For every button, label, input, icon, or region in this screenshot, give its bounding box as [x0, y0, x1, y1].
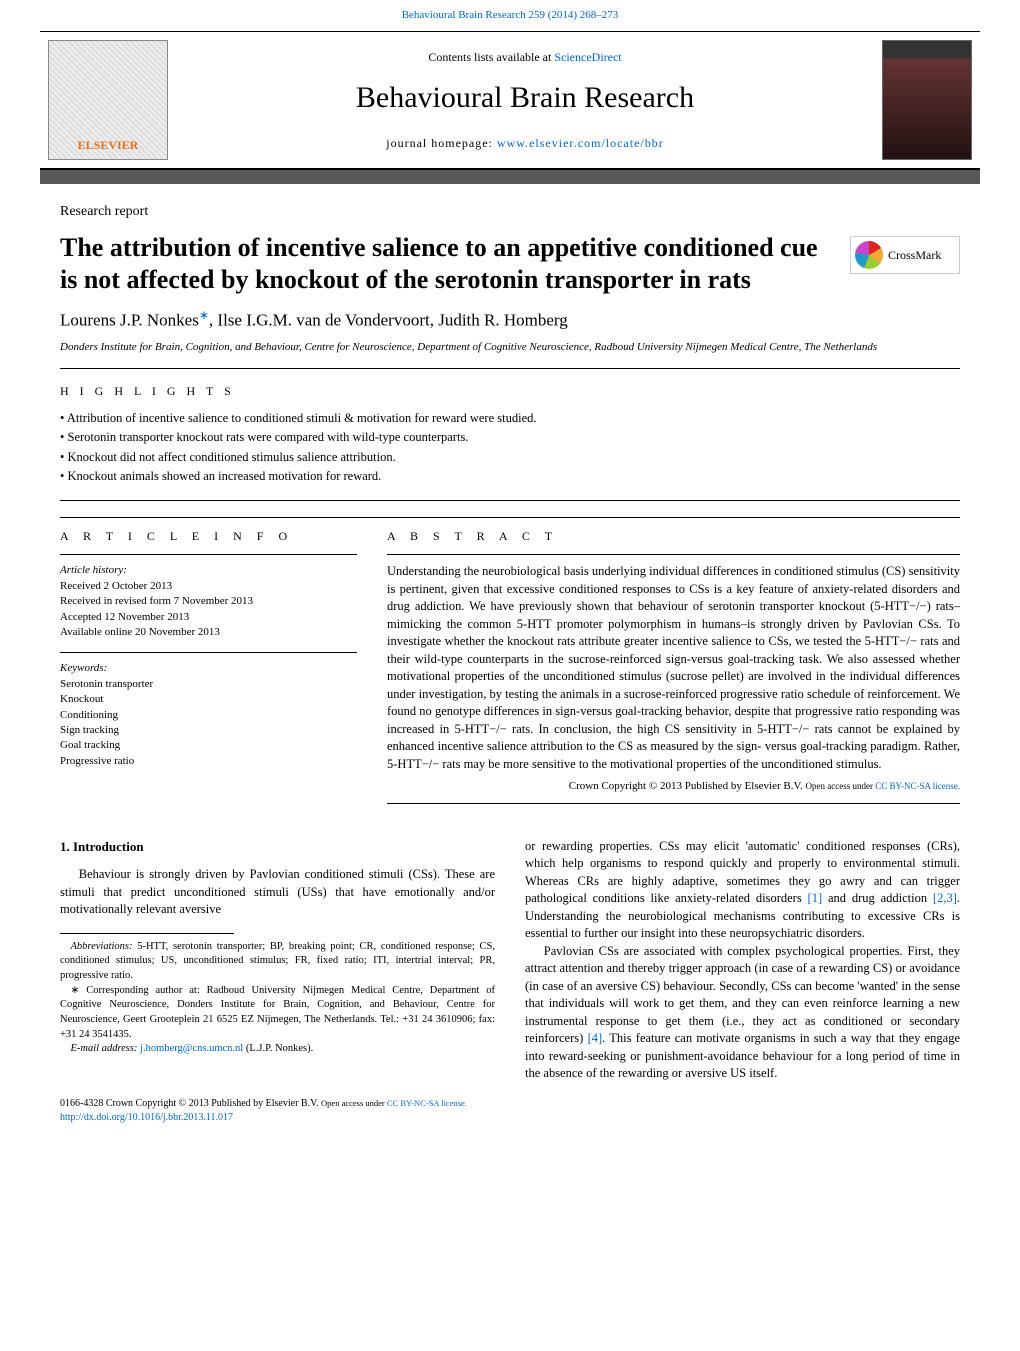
email-footnote: E-mail address: j.homberg@cns.umcn.nl (L… — [60, 1042, 495, 1057]
journal-homepage-link[interactable]: www.elsevier.com/locate/bbr — [497, 136, 664, 150]
homepage-label: journal homepage: — [386, 136, 497, 150]
article-title: The attribution of incentive salience to… — [60, 232, 838, 297]
highlight-item: Serotonin transporter knockout rats were… — [60, 429, 960, 447]
body-column-left: 1. Introduction Behaviour is strongly dr… — [60, 838, 495, 1083]
crossmark-icon — [855, 241, 883, 269]
authors-line: Lourens J.P. Nonkes∗, Ilse I.G.M. van de… — [60, 307, 960, 332]
history-line: Received 2 October 2013 — [60, 579, 357, 594]
corr-text: Corresponding author at: Radboud Univers… — [60, 985, 495, 1040]
doi-link[interactable]: http://dx.doi.org/10.1016/j.bbr.2013.11.… — [60, 1112, 233, 1123]
journal-citation-link[interactable]: Behavioural Brain Research 259 (2014) 26… — [402, 9, 619, 21]
reference-link[interactable]: [1] — [808, 891, 823, 905]
article-history: Article history: Received 2 October 2013… — [60, 563, 357, 640]
highlight-item: Knockout animals showed an increased mot… — [60, 468, 960, 486]
email-link[interactable]: j.homberg@cns.umcn.nl — [140, 1043, 243, 1054]
affiliation: Donders Institute for Brain, Cognition, … — [60, 340, 960, 355]
article-history-label: Article history: — [60, 563, 357, 578]
keyword: Goal tracking — [60, 738, 357, 753]
license-link[interactable]: CC BY-NC-SA license. — [875, 781, 960, 791]
journal-header-box: ELSEVIER Contents lists available at Sci… — [40, 31, 980, 170]
text-run: and drug addiction — [822, 891, 933, 905]
corresponding-author-footnote: ∗ Corresponding author at: Radboud Unive… — [60, 984, 495, 1043]
header-dark-bar — [40, 170, 980, 184]
article-type-label: Research report — [60, 202, 960, 222]
journal-homepage-line: journal homepage: www.elsevier.com/locat… — [186, 135, 864, 152]
highlights-list: Attribution of incentive salience to con… — [60, 410, 960, 486]
history-line: Accepted 12 November 2013 — [60, 610, 357, 625]
elsevier-logo-text: ELSEVIER — [78, 137, 139, 154]
contents-prefix: Contents lists available at — [428, 50, 554, 64]
corresponding-author-marker[interactable]: ∗ — [199, 308, 209, 322]
article-info-heading: A R T I C L E I N F O — [60, 528, 357, 545]
reference-link[interactable]: [4] — [588, 1031, 603, 1045]
journal-header-center: Contents lists available at ScienceDirec… — [176, 39, 874, 163]
page-footer: 0166-4328 Crown Copyright © 2013 Publish… — [0, 1083, 1020, 1145]
crossmark-label: CrossMark — [888, 247, 941, 264]
abbreviations-label: Abbreviations: — [71, 941, 133, 952]
abstract-copyright: Crown Copyright © 2013 Published by Else… — [387, 779, 960, 794]
journal-cover-thumbnail[interactable] — [882, 40, 972, 160]
crossmark-badge[interactable]: CrossMark — [850, 236, 960, 274]
keyword: Sign tracking — [60, 723, 357, 738]
intro-paragraph: or rewarding properties. CSs may elicit … — [525, 838, 960, 943]
history-line: Received in revised form 7 November 2013 — [60, 594, 357, 609]
abstract-text: Understanding the neurobiological basis … — [387, 563, 960, 773]
intro-paragraph: Pavlovian CSs are associated with comple… — [525, 943, 960, 1083]
email-label: E-mail address: — [71, 1043, 141, 1054]
keywords-block: Keywords: Serotonin transporter Knockout… — [60, 661, 357, 769]
highlight-item: Knockout did not affect conditioned stim… — [60, 449, 960, 467]
highlights-heading: H I G H L I G H T S — [60, 383, 960, 400]
keyword: Knockout — [60, 692, 357, 707]
corr-marker: ∗ — [71, 985, 80, 996]
elsevier-logo[interactable]: ELSEVIER — [48, 40, 168, 160]
introduction-heading: 1. Introduction — [60, 838, 495, 856]
divider — [387, 554, 960, 555]
divider — [60, 554, 357, 555]
intro-paragraph: Behaviour is strongly driven by Pavlovia… — [60, 866, 495, 919]
body-column-right: or rewarding properties. CSs may elicit … — [525, 838, 960, 1083]
footer-copyright: 0166-4328 Crown Copyright © 2013 Publish… — [60, 1098, 321, 1109]
divider — [60, 652, 357, 653]
abbreviations-footnote: Abbreviations: 5-HTT, serotonin transpor… — [60, 940, 495, 984]
divider — [60, 500, 960, 501]
keyword: Progressive ratio — [60, 754, 357, 769]
abstract-heading: A B S T R A C T — [387, 528, 960, 545]
license-prefix: Open access under — [806, 781, 876, 791]
journal-name: Behavioural Brain Research — [186, 77, 864, 119]
email-suffix: (L.J.P. Nonkes). — [243, 1043, 313, 1054]
contents-available-line: Contents lists available at ScienceDirec… — [186, 49, 864, 66]
reference-link[interactable]: [2,3] — [933, 891, 957, 905]
copyright-text: Crown Copyright © 2013 Published by Else… — [569, 780, 806, 792]
highlight-item: Attribution of incentive salience to con… — [60, 410, 960, 428]
sciencedirect-link[interactable]: ScienceDirect — [554, 50, 621, 64]
divider — [387, 803, 960, 804]
footer-license-link[interactable]: CC BY-NC-SA license. — [387, 1098, 467, 1108]
footnote-rule — [60, 933, 234, 934]
keyword: Conditioning — [60, 708, 357, 723]
footer-license-prefix: Open access under — [321, 1098, 387, 1108]
divider — [60, 368, 960, 369]
history-line: Available online 20 November 2013 — [60, 625, 357, 640]
keywords-label: Keywords: — [60, 661, 357, 676]
journal-citation-header: Behavioural Brain Research 259 (2014) 26… — [0, 0, 1020, 27]
keyword: Serotonin transporter — [60, 677, 357, 692]
